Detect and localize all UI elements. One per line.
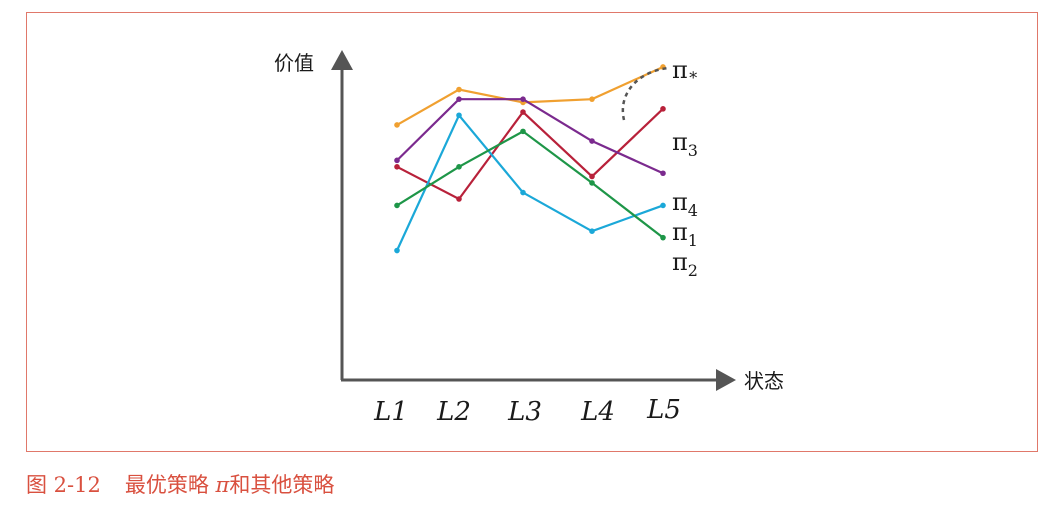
series-label: π4 [672,188,698,220]
x-tick-label: L1 [373,397,408,427]
data-point [394,202,400,209]
x-tick-label: L2 [436,397,471,427]
data-point [589,180,595,186]
x-axis-label: 状态 [744,369,784,393]
series-group [394,64,666,254]
data-point [520,128,526,135]
data-point [456,164,462,170]
data-point [520,109,526,115]
pi-star-pointer [621,66,669,121]
data-point [394,247,400,254]
series-label: π1 [672,218,698,250]
caption-text: 最优策略 π和其他策略 [125,473,335,497]
caption-number: 图 2-12 [26,473,101,497]
data-point [660,106,666,112]
x-tick-label: L5 [646,395,681,425]
caption-text-after: 和其他策略 [229,473,335,497]
x-axis-arrow [716,369,736,391]
figure-frame [26,12,1038,452]
data-point [660,202,666,209]
data-point [394,122,400,128]
x-tick-label: L3 [507,397,542,427]
data-point [456,112,462,119]
series-label: π2 [672,248,698,280]
data-point [456,86,462,93]
axes: 价值 状态 [274,50,784,393]
figure-caption: 图 2-12 最优策略 π和其他策略 [26,469,358,499]
data-point [589,96,595,102]
y-axis-arrow [331,50,353,70]
series-label: π3 [672,128,698,160]
y-axis-label: 价值 [274,51,314,75]
data-point [456,96,462,102]
data-point [520,189,526,196]
data-point [660,170,666,177]
x-tick-label: L4 [580,397,615,427]
data-point [589,228,595,234]
data-point [589,138,595,144]
data-point [394,157,400,164]
data-point [520,96,526,102]
caption-pi: π [215,473,230,497]
data-point [394,164,400,170]
series-label: π∗ [672,56,699,84]
data-point [456,196,462,202]
data-point [660,234,666,241]
x-tick-labels: L1 L2 L3 L4 L5 [373,395,681,427]
caption-text-before: 最优策略 [124,473,216,497]
data-point [589,173,595,180]
